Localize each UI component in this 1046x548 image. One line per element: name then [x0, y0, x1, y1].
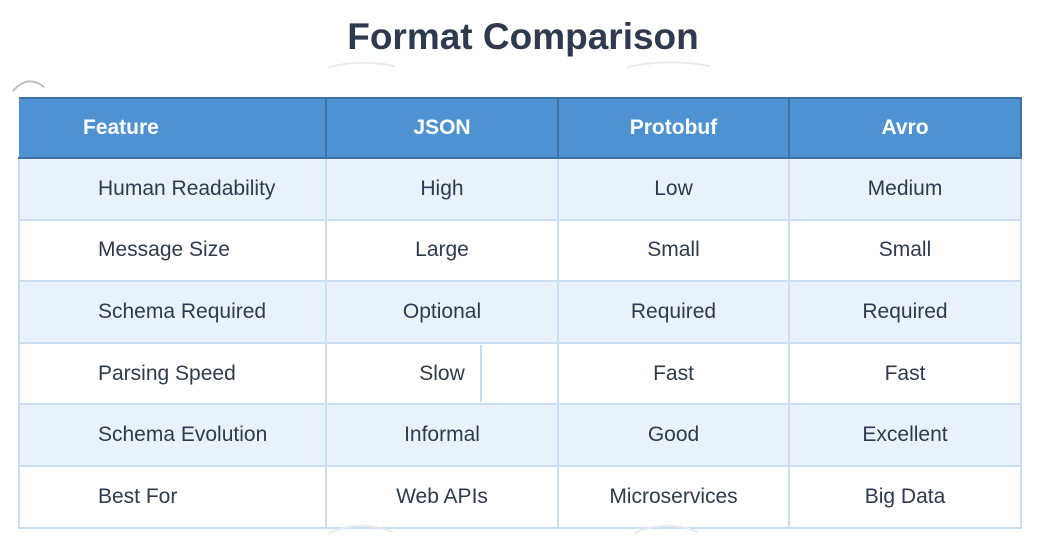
feature-cell: Best For	[18, 464, 327, 529]
value-cell: Fast	[557, 341, 790, 406]
column-header-protobuf: Protobuf	[557, 97, 790, 159]
title-underline-arc-right	[627, 61, 710, 68]
table-row: Best For Web APIs Microservices Big Data	[18, 464, 1022, 529]
value-cell: Big Data	[788, 464, 1022, 529]
table-header-row: Feature JSON Protobuf Avro	[19, 97, 1022, 159]
format-comparison-table: Feature JSON Protobuf Avro Human Readabi…	[18, 97, 1022, 529]
value-cell: Microservices	[557, 464, 790, 529]
value-cell: Good	[557, 403, 790, 467]
column-header-feature: Feature	[19, 97, 327, 159]
table-row: Schema Required Optional Required Requir…	[18, 280, 1022, 344]
value-cell: Fast	[788, 341, 1022, 406]
value-cell: Slow	[325, 341, 559, 406]
value-cell: Low	[557, 157, 790, 221]
column-header-json: JSON	[325, 97, 559, 159]
value-cell: Small	[557, 218, 790, 283]
value-cell: Medium	[788, 157, 1022, 221]
table-row: Schema Evolution Informal Good Excellent	[18, 403, 1022, 467]
feature-cell: Message Size	[18, 218, 327, 283]
feature-cell: Parsing Speed	[18, 341, 327, 406]
value-cell: Web APIs	[325, 464, 559, 529]
value-cell: Required	[788, 280, 1022, 344]
value-cell: Informal	[325, 403, 559, 467]
value-cell: Excellent	[788, 403, 1022, 467]
value-cell: Required	[557, 280, 790, 344]
feature-cell: Schema Evolution	[18, 403, 327, 467]
feature-cell: Human Readability	[18, 157, 327, 221]
table-row: Human Readability High Low Medium	[18, 157, 1022, 221]
corner-arc-artifact	[12, 80, 45, 92]
feature-cell: Schema Required	[18, 280, 327, 344]
value-cell: High	[325, 157, 559, 221]
column-header-avro: Avro	[788, 97, 1022, 159]
table-row: Message Size Large Small Small	[18, 218, 1022, 283]
value-cell: Optional	[325, 280, 559, 344]
value-cell: Large	[325, 218, 559, 283]
page-title: Format Comparison	[347, 16, 699, 57]
table-row: Parsing Speed Slow Fast Fast	[18, 341, 1022, 406]
title-underline-arc-left	[328, 61, 395, 68]
value-cell: Small	[788, 218, 1022, 283]
